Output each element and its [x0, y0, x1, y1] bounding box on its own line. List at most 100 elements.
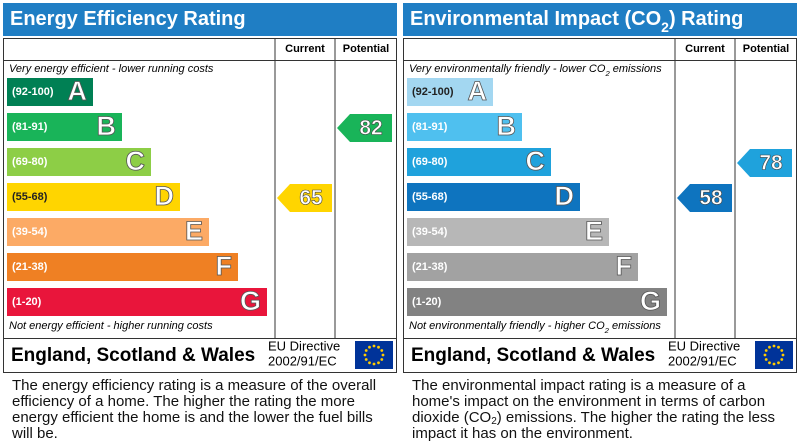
eu-star [768, 345, 771, 349]
eu-star [781, 353, 785, 357]
bottom-note-part: emissions [609, 320, 661, 332]
directive: 2002/91/EC [268, 353, 337, 368]
eu-star [772, 362, 776, 366]
rating-value: 65 [299, 187, 323, 210]
ratings: Energy Efficiency Rating Current Potential… [3, 3, 797, 373]
band-range: (92-100) [412, 86, 454, 98]
band [7, 253, 238, 281]
band [407, 253, 638, 281]
band-letter: A [468, 76, 488, 106]
directive: EU Directive [668, 338, 740, 353]
region: England, Scotland & Wales [11, 345, 255, 366]
band-letter: A [68, 76, 88, 106]
panel-title-part: Environmental Impact (CO [410, 8, 661, 30]
eu-star [764, 358, 768, 361]
directive: 2002/91/EC [668, 353, 737, 368]
eu-star [364, 358, 368, 361]
eu-star [768, 361, 771, 365]
band-range: (39-54) [12, 226, 48, 238]
top-note: Very energy efficient - lower running co… [9, 63, 214, 75]
description-part: 2 [491, 416, 497, 427]
band [407, 288, 667, 316]
band-letter: E [585, 216, 603, 246]
band-range: (39-54) [412, 226, 448, 238]
bottom-note-part: Not energy efficient - higher running co… [9, 320, 213, 332]
band [7, 78, 93, 106]
band-range: (21-38) [12, 261, 48, 273]
band-letter: E [185, 216, 203, 246]
band [407, 148, 551, 176]
rating-value: 78 [759, 152, 783, 175]
directive: EU Directive [268, 338, 340, 353]
top-note-part: emissions [610, 63, 662, 75]
panel-title-part: Energy Efficiency Rating [10, 8, 246, 30]
band [7, 183, 180, 211]
eu-star [780, 349, 784, 352]
band-range: (69-80) [12, 156, 48, 168]
band-range: (55-68) [412, 191, 448, 203]
eu-star [380, 358, 384, 361]
band [7, 113, 122, 141]
band-range: (1-20) [412, 296, 442, 308]
eu-star [377, 361, 380, 365]
band [7, 148, 151, 176]
title-bar [3, 3, 397, 36]
column-header: Potential [343, 43, 389, 55]
rating-value: 58 [699, 187, 723, 210]
rating-arrow [337, 114, 392, 142]
top-note-part: Very energy efficient - lower running co… [9, 63, 214, 75]
title-bar [403, 3, 797, 36]
band [407, 113, 522, 141]
band-range: (69-80) [412, 156, 448, 168]
eu-star [763, 353, 767, 357]
band-letter: G [640, 286, 661, 316]
panel-title: Environmental Impact (CO2) Rating [410, 8, 743, 34]
bottom-note: Not energy efficient - higher running co… [9, 320, 213, 332]
band [407, 183, 580, 211]
band-letter: G [240, 286, 261, 316]
eu-star [780, 358, 784, 361]
eu-star [368, 345, 371, 349]
region: England, Scotland & Wales [411, 345, 655, 366]
column-header: Potential [743, 43, 789, 55]
band [7, 288, 267, 316]
column-header: Current [285, 43, 325, 55]
panel-title-part: ) Rating [669, 8, 743, 30]
band-letter: B [97, 111, 117, 141]
eu-star [777, 361, 780, 365]
band-letter: C [526, 146, 546, 176]
description-part: ) emissions. The higher the rating the l… [412, 409, 775, 442]
eu-star [381, 353, 385, 357]
band-range: (21-38) [412, 261, 448, 273]
rating-value: 82 [359, 117, 382, 140]
band [407, 78, 493, 106]
band-letter: B [497, 111, 517, 141]
bottom-note: Not environmentally friendly - higher CO… [409, 320, 661, 335]
band-letter: D [555, 181, 575, 211]
eu-star [372, 362, 376, 366]
eu-star [372, 344, 376, 348]
rating-arrow [677, 184, 732, 212]
band [7, 218, 209, 246]
eu-star [377, 345, 380, 349]
band-range: (81-91) [12, 121, 48, 133]
eu-star [364, 349, 368, 352]
bottom-note-part: Not environmentally friendly - higher CO [409, 320, 605, 332]
band-range: (1-20) [12, 296, 42, 308]
panel-title: Energy Efficiency Rating [10, 8, 246, 30]
eu-star [380, 349, 384, 352]
rating-arrow [737, 149, 792, 177]
eu-star [368, 361, 371, 365]
column-header: Current [685, 43, 725, 55]
band-range: (55-68) [12, 191, 48, 203]
band-letter: D [155, 181, 175, 211]
band-letter: C [126, 146, 146, 176]
eu-star [363, 353, 367, 357]
band-range: (81-91) [412, 121, 448, 133]
band-letter: F [216, 251, 233, 281]
eu-star [764, 349, 768, 352]
top-note-part: 2 [604, 69, 610, 78]
description: The energy efficiency rating is a measur… [12, 378, 392, 442]
band-letter: F [616, 251, 633, 281]
